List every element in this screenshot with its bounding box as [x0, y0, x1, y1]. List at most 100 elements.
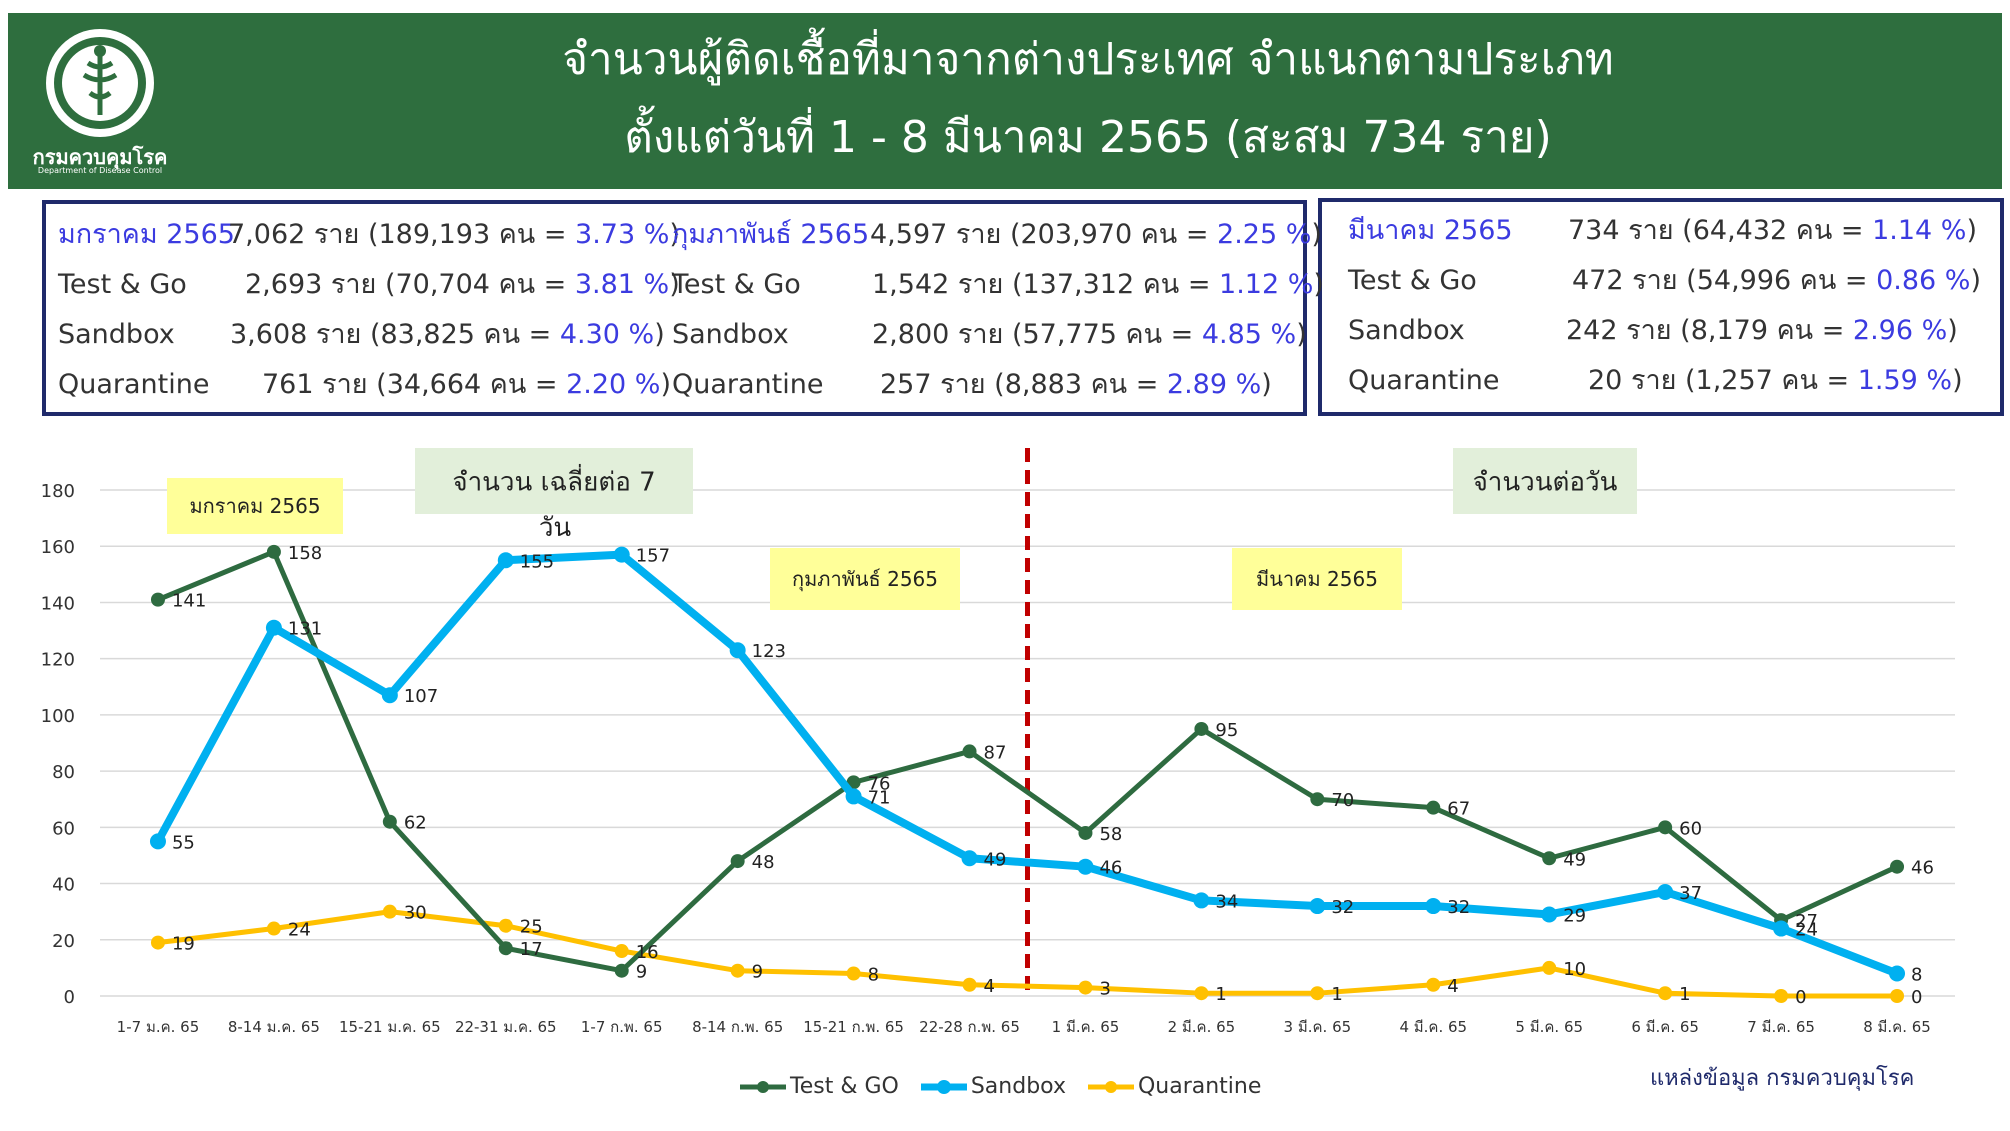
legend-item-test-go: Test & GO: [740, 1074, 899, 1099]
mar-label-0: มีนาคม 2565: [1348, 215, 1513, 246]
y-tick-label-60: 60: [52, 818, 75, 839]
x-tick-label-4: 1-7 ก.พ. 65: [581, 1018, 663, 1036]
point-0-7: [962, 744, 977, 759]
data-label-1-11: 32: [1447, 897, 1470, 918]
mar-close-1: ): [1970, 265, 1981, 296]
data-label-2-10: 1: [1331, 984, 1342, 1005]
x-tick-label-2: 15-21 ม.ค. 65: [339, 1018, 441, 1036]
data-label-0-9: 95: [1215, 720, 1238, 741]
data-label-0-7: 87: [984, 742, 1007, 763]
mar-pct-1: 0.86 %: [1876, 265, 1971, 296]
note-jan-bg: [167, 478, 343, 534]
jan-label-2: Sandbox: [58, 319, 175, 350]
note-feb-bg: [770, 548, 960, 610]
point-2-7: [962, 977, 977, 992]
point-0-8: [1078, 825, 1093, 840]
point-0-5: [730, 854, 745, 869]
feb-close-2: ): [1296, 319, 1307, 350]
note-avg7-bg: [415, 448, 693, 514]
point-2-15: [1890, 989, 1905, 1003]
y-tick-label-160: 160: [41, 537, 75, 558]
point-0-11: [1426, 800, 1441, 815]
point-0-2: [382, 814, 397, 829]
data-label-2-11: 4: [1447, 976, 1458, 997]
data-label-0-8: 58: [1099, 824, 1122, 845]
point-0-15: [1890, 859, 1905, 874]
data-label-0-5: 48: [752, 852, 775, 873]
data-label-0-15: 46: [1911, 858, 1934, 879]
data-label-0-6: 76: [868, 773, 891, 794]
x-tick-label-11: 4 มี.ค. 65: [1399, 1018, 1467, 1036]
point-1-1: [265, 619, 282, 636]
data-label-0-10: 70: [1331, 790, 1354, 811]
feb-pct-3: 2.89 %: [1166, 369, 1262, 400]
feb-value-3: 257 ราย (8,883 คน = 2.89 %): [880, 368, 1272, 402]
point-1-12: [1541, 906, 1558, 923]
data-label-1-14: 24: [1795, 920, 1818, 941]
y-tick-label-180: 180: [41, 481, 75, 502]
x-tick-label-0: 1-7 ม.ค. 65: [117, 1018, 200, 1036]
jan-close-1: ): [669, 269, 680, 300]
data-label-2-7: 4: [984, 976, 995, 997]
stats-box-jan-feb: [42, 200, 1307, 416]
jan-label-0: มกราคม 2565: [58, 219, 235, 250]
mar-close-2: ): [1947, 315, 1958, 346]
data-label-0-11: 67: [1447, 799, 1470, 820]
legend-label-quarantine: Quarantine: [1137, 1074, 1262, 1099]
y-tick-label-120: 120: [41, 650, 75, 671]
feb-close-1: ): [1313, 269, 1324, 300]
point-2-6: [846, 966, 861, 981]
jan-pct-0: 3.73 %: [575, 219, 670, 250]
note-avg7-day: วัน: [539, 513, 572, 543]
point-0-13: [1658, 820, 1673, 835]
note-avg7: จำนวน เฉลี่ยต่อ 7: [452, 463, 655, 497]
mar-value-1: 472 ราย (54,996 คน = 0.86 %): [1572, 264, 1981, 298]
jan-close-2: ): [654, 319, 665, 350]
mar-count-2: 242 ราย (8,179 คน =: [1566, 315, 1853, 346]
stats-box-mar: [1318, 198, 2004, 416]
mar-count-3: 20 ราย (1,257 คน =: [1588, 365, 1858, 396]
point-1-9: [1193, 892, 1210, 909]
mar-count-1: 472 ราย (54,996 คน =: [1572, 265, 1877, 296]
jan-value-3: 761 ราย (34,664 คน = 2.20 %): [262, 368, 671, 402]
feb-close-3: ): [1261, 369, 1272, 400]
point-1-0: [149, 833, 166, 850]
data-label-2-4: 16: [636, 942, 659, 963]
title-line-1: จำนวนผู้ติดเชื้อที่มาจากต่างประเทศ จำแนก…: [562, 34, 1614, 85]
y-tick-label-100: 100: [41, 706, 75, 727]
data-label-0-12: 49: [1563, 849, 1586, 870]
data-label-2-0: 19: [172, 934, 195, 955]
point-1-2: [381, 687, 398, 704]
jan-count-2: 3,608 ราย (83,825 คน =: [230, 319, 560, 350]
jan-value-2: 3,608 ราย (83,825 คน = 4.30 %): [230, 318, 665, 352]
point-1-10: [1309, 898, 1326, 915]
x-tick-label-12: 5 มี.ค. 65: [1515, 1018, 1583, 1036]
jan-close-0: ): [669, 219, 680, 250]
y-tick-label-0: 0: [64, 987, 75, 1008]
jan-count-0: 7,062 ราย (189,193 คน =: [228, 219, 576, 250]
point-2-5: [730, 963, 745, 978]
mar-value-2: 242 ราย (8,179 คน = 2.96 %): [1566, 314, 1958, 348]
ddc-logo-icon: [32, 29, 168, 167]
data-label-1-3: 155: [520, 551, 554, 572]
feb-pct-1: 1.12 %: [1219, 269, 1314, 300]
x-tick-label-1: 8-14 ม.ค. 65: [228, 1018, 320, 1036]
data-label-2-8: 3: [1099, 979, 1110, 1000]
x-tick-label-15: 8 มี.ค. 65: [1863, 1018, 1931, 1036]
chart-legend: Test & GO Sandbox Quarantine: [740, 1074, 1261, 1099]
data-label-1-13: 37: [1679, 883, 1702, 904]
y-tick-label-80: 80: [52, 762, 75, 783]
feb-pct-0: 2.25 %: [1217, 219, 1312, 250]
feb-label-0: กุมภาพันธ์ 2565: [672, 219, 870, 250]
mar-count-0: 734 ราย (64,432 คน =: [1568, 215, 1873, 246]
data-label-1-0: 55: [172, 832, 195, 853]
data-label-2-12: 10: [1563, 959, 1586, 980]
data-label-1-6: 71: [868, 787, 891, 808]
data-label-2-13: 1: [1679, 984, 1690, 1005]
point-0-0: [150, 592, 165, 607]
legend-item-sandbox: Sandbox: [920, 1074, 1066, 1099]
point-1-7: [961, 850, 978, 867]
x-tick-label-5: 8-14 ก.พ. 65: [692, 1018, 783, 1036]
data-label-0-0: 141: [172, 591, 206, 612]
data-label-0-2: 62: [404, 813, 427, 834]
